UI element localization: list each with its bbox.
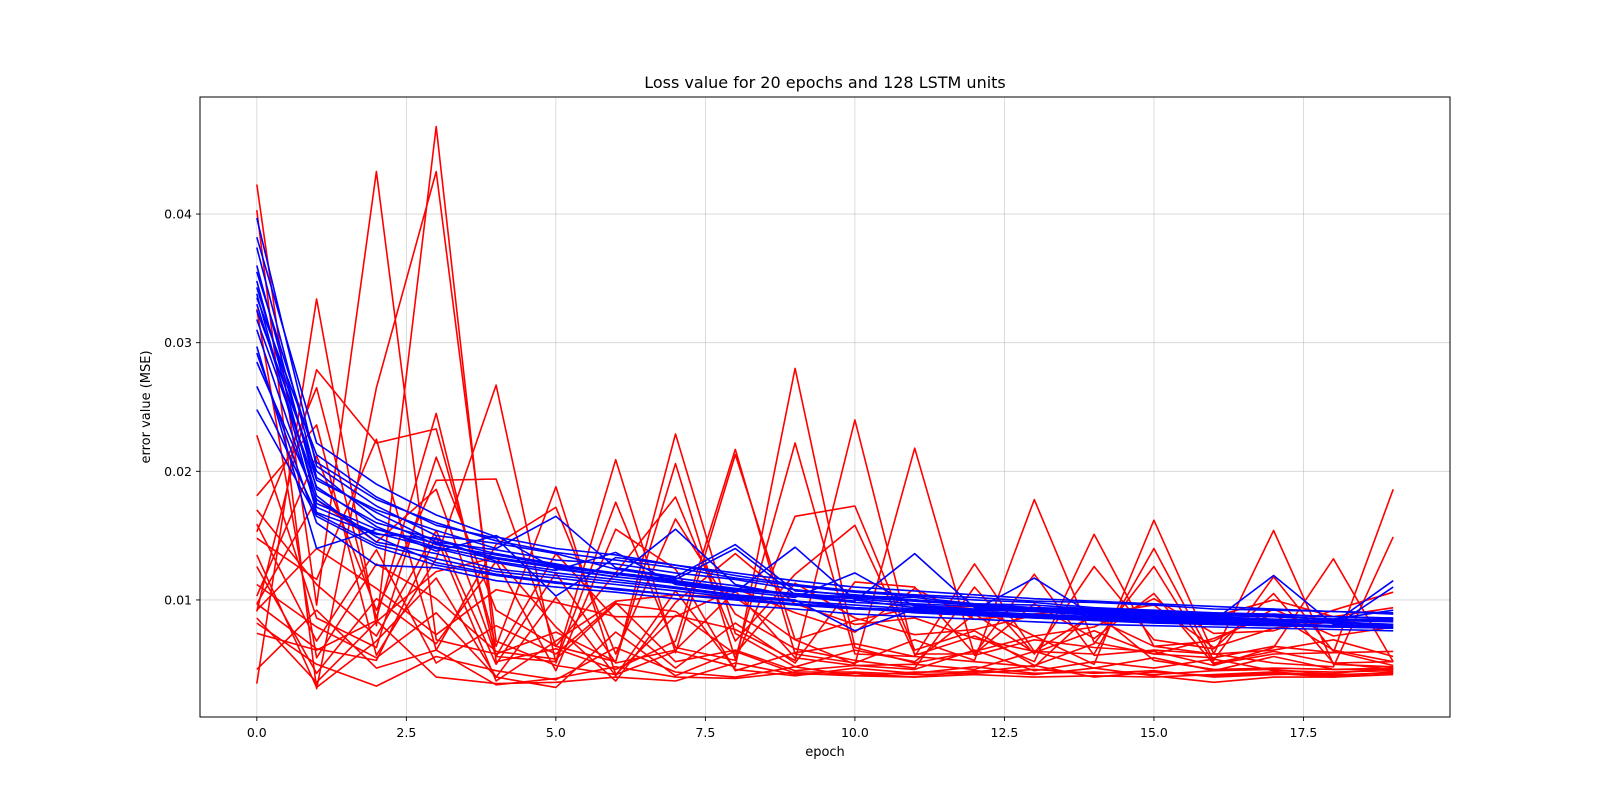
red-series-line-16 (256, 609, 1394, 686)
blue-series-line-33 (256, 319, 1394, 627)
x-tick-label: 17.5 (1290, 725, 1318, 740)
plot-frame (199, 96, 1451, 718)
red-series-line-8 (256, 438, 1394, 669)
y-axis-label: error value (MSE) (139, 350, 154, 463)
x-tick-label: 2.5 (396, 725, 416, 740)
blue-series-line-36 (256, 352, 1394, 632)
y-tick-label: 0.01 (164, 592, 192, 607)
x-tick-label: 0.0 (247, 725, 267, 740)
red-series-line-7 (256, 455, 1394, 666)
red-series-line-2 (256, 170, 1394, 690)
x-axis-label: epoch (805, 745, 845, 760)
y-tick-label: 0.03 (164, 335, 192, 350)
x-axis: 0.0 2.5 5.0 7.5 10.0 12.5 15.0 17.5 (247, 717, 1318, 740)
plot-area (256, 125, 1394, 690)
red-series-line-17 (256, 554, 1394, 689)
red-series-line-1 (256, 125, 1394, 684)
x-tick-label: 15.0 (1140, 725, 1168, 740)
y-tick-label: 0.02 (164, 464, 192, 479)
blue-series-line-35 (256, 346, 1394, 621)
red-series-line-11 (256, 509, 1394, 672)
series-layer (256, 125, 1394, 690)
blue-series-line-23 (256, 236, 1394, 615)
blue-series-line-38 (256, 386, 1394, 628)
red-series-line-21 (256, 309, 1394, 660)
y-axis: 0.01 0.02 0.03 0.04 (164, 207, 200, 607)
blue-series-line-28 (256, 287, 1394, 622)
red-series-line-4 (256, 386, 1394, 667)
y-tick-label: 0.04 (164, 207, 192, 222)
blue-series-line-39 (256, 409, 1394, 628)
blue-series-line-26 (256, 271, 1394, 619)
blue-series-line-30 (256, 297, 1394, 614)
x-tick-label: 7.5 (695, 725, 715, 740)
x-tick-label: 10.0 (841, 725, 869, 740)
blue-series-line-37 (256, 361, 1394, 629)
x-tick-label: 5.0 (546, 725, 566, 740)
chart-title: Loss value for 20 epochs and 128 LSTM un… (644, 73, 1006, 92)
x-tick-label: 12.5 (991, 725, 1019, 740)
